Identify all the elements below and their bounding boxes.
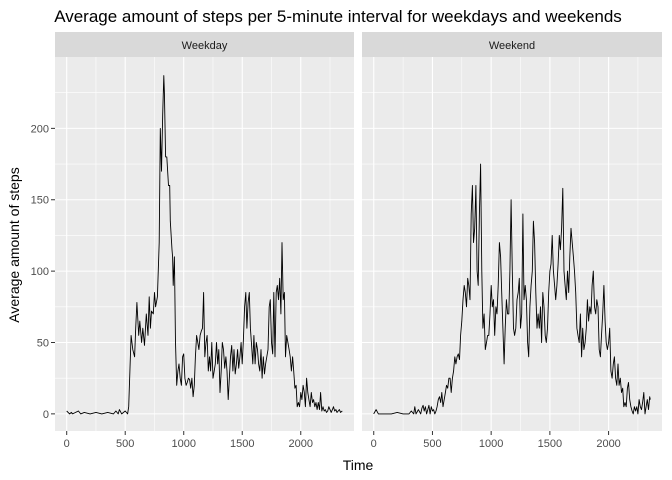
x-tick-label: 500: [423, 438, 441, 450]
x-axis-title: Time: [343, 457, 374, 473]
x-tick-label: 500: [116, 438, 134, 450]
x-tick-label: 1000: [479, 438, 503, 450]
x-tick-label: 0: [371, 438, 377, 450]
y-axis-title: Average amount of steps: [6, 167, 22, 322]
y-tick-label: 100: [31, 266, 49, 278]
chart-title: Average amount of steps per 5-minute int…: [54, 7, 622, 26]
facet-strip-label: Weekend: [489, 40, 535, 52]
x-tick-label: 1000: [171, 438, 195, 450]
x-tick-label: 1500: [230, 438, 254, 450]
facet-panel-weekday: Weekday 0 500 1000 1500 2000: [55, 32, 354, 450]
facet-strip: [362, 32, 662, 57]
y-tick-label: 150: [31, 195, 49, 207]
panel-background: [55, 57, 354, 431]
y-tick-label: 50: [37, 337, 49, 349]
x-tick-label: 1500: [538, 438, 562, 450]
series-line-weekend: [373, 163, 651, 415]
x-tick-label: 2000: [596, 438, 620, 450]
facet-strip-label: Weekday: [182, 40, 228, 52]
facet-panel-weekend: Weekend 0 500 1000 1500 2000: [362, 32, 662, 450]
x-tick-label: 2000: [289, 438, 313, 450]
facet-strip: [55, 32, 354, 57]
y-tick-label: 0: [43, 409, 49, 421]
x-tick-label: 0: [64, 438, 70, 450]
y-tick-label: 200: [31, 123, 49, 135]
series-line-weekday: [66, 75, 343, 415]
